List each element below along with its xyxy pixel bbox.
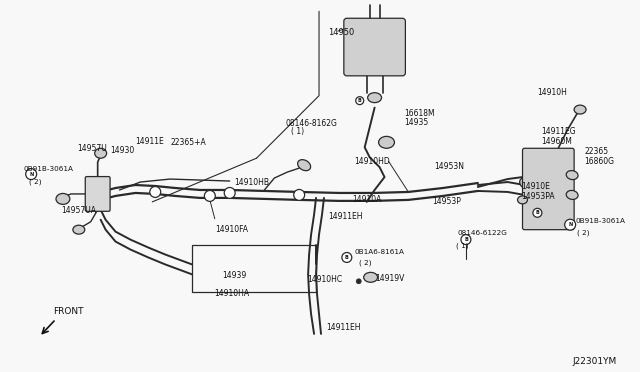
Circle shape: [342, 253, 352, 262]
Text: 14910E: 14910E: [522, 182, 550, 191]
Ellipse shape: [367, 93, 381, 103]
Text: 14910HD: 14910HD: [354, 157, 390, 166]
Text: ( 1): ( 1): [456, 243, 468, 249]
Text: 22365+A: 22365+A: [170, 138, 206, 147]
Text: J22301YM: J22301YM: [572, 357, 616, 366]
Ellipse shape: [73, 225, 84, 234]
Ellipse shape: [566, 171, 578, 180]
Text: ( 2): ( 2): [577, 230, 589, 236]
Ellipse shape: [518, 196, 527, 204]
Circle shape: [224, 187, 235, 198]
Text: 14910HA: 14910HA: [214, 289, 249, 298]
Bar: [192, 244, 316, 292]
Text: FRONT: FRONT: [53, 307, 83, 316]
Text: 14957UA: 14957UA: [61, 206, 96, 215]
Text: ( 1): ( 1): [291, 128, 305, 137]
Text: 14953PA: 14953PA: [522, 192, 555, 201]
Circle shape: [296, 192, 302, 198]
Ellipse shape: [95, 148, 107, 158]
Text: N: N: [29, 171, 33, 177]
Text: 14960M: 14960M: [541, 137, 572, 146]
Text: B: B: [345, 255, 349, 260]
Text: 14910H: 14910H: [538, 88, 567, 97]
Ellipse shape: [379, 137, 394, 148]
Text: 0B91B-3061A: 0B91B-3061A: [575, 218, 625, 224]
Circle shape: [204, 190, 215, 201]
Circle shape: [356, 279, 361, 284]
Circle shape: [207, 193, 213, 199]
Text: 16860G: 16860G: [584, 157, 614, 166]
Text: 14911EH: 14911EH: [328, 212, 362, 221]
Text: 14953N: 14953N: [434, 162, 464, 171]
Text: 08146-6122G: 08146-6122G: [458, 230, 508, 236]
FancyBboxPatch shape: [522, 148, 574, 230]
Circle shape: [461, 235, 471, 244]
Ellipse shape: [364, 272, 378, 282]
Circle shape: [150, 186, 161, 198]
Text: 14910A: 14910A: [352, 195, 381, 204]
FancyBboxPatch shape: [344, 18, 405, 76]
Ellipse shape: [520, 177, 535, 189]
Circle shape: [533, 208, 542, 217]
Text: 14935: 14935: [404, 118, 429, 126]
Text: N: N: [568, 222, 572, 227]
Text: 14910HB: 14910HB: [235, 178, 269, 187]
Text: 16618M: 16618M: [404, 109, 435, 118]
Text: 14919V: 14919V: [376, 274, 405, 283]
Text: 14910FA: 14910FA: [215, 225, 248, 234]
Ellipse shape: [298, 160, 310, 171]
Circle shape: [152, 189, 158, 195]
Ellipse shape: [56, 193, 70, 204]
Text: 14957U: 14957U: [77, 144, 107, 153]
Circle shape: [227, 190, 233, 196]
Text: 14950: 14950: [328, 28, 354, 37]
Text: 22365: 22365: [584, 147, 608, 156]
Circle shape: [26, 169, 36, 180]
Circle shape: [356, 97, 364, 105]
Text: B: B: [536, 210, 540, 215]
Text: 0B91B-3061A: 0B91B-3061A: [23, 166, 73, 172]
Circle shape: [564, 219, 575, 230]
Text: 0B1A6-8161A: 0B1A6-8161A: [355, 248, 404, 254]
Text: 14911EH: 14911EH: [326, 323, 360, 332]
Text: 14930: 14930: [111, 146, 135, 155]
Text: ( 2): ( 2): [29, 178, 42, 185]
Circle shape: [294, 189, 305, 201]
Text: ( 2): ( 2): [359, 259, 371, 266]
Text: B: B: [358, 98, 362, 103]
Text: 14939: 14939: [221, 271, 246, 280]
Ellipse shape: [566, 190, 578, 199]
Text: 08146-8162G: 08146-8162G: [285, 119, 337, 128]
Text: 14953P: 14953P: [432, 197, 461, 206]
FancyBboxPatch shape: [85, 177, 110, 211]
Text: 14911EG: 14911EG: [541, 128, 576, 137]
Text: 14910HC: 14910HC: [307, 275, 342, 284]
Ellipse shape: [574, 105, 586, 114]
Text: B: B: [464, 237, 468, 242]
Text: 14911E: 14911E: [136, 137, 164, 146]
